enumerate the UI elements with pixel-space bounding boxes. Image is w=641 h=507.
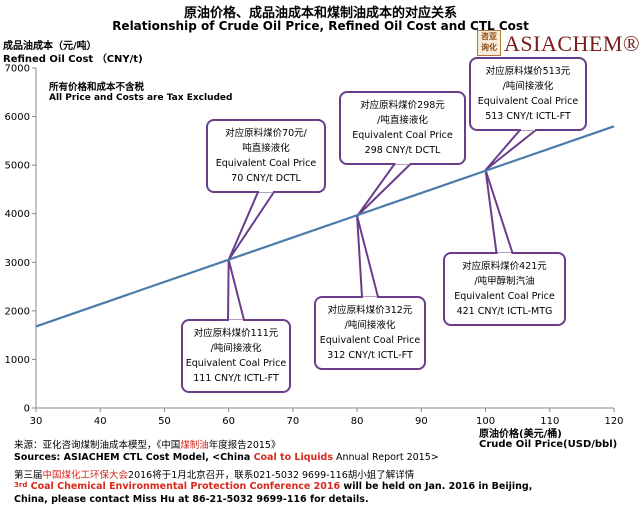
x-tick-label: 80 [351,416,364,427]
x-axis-label-en: Crude Oil Price(USD/bbl) [479,439,618,450]
callout-text-line: 421 CNY/t ICTL-MTG [457,306,553,317]
y-tick-label: 1000 [5,355,30,366]
y-tick-label: 6000 [5,112,30,123]
callout-text-line: 312 CNY/t ICTL-FT [327,350,413,361]
callout-pointer [227,191,275,261]
x-axis-label-cn: 原油价格(美元/桶) [479,429,562,440]
annotations-layer: 对应原料煤价70元/吨直接液化 Equivalent Coal Price 70 C… [181,57,587,393]
y-axis-label-en: Refined Oil Cost （CNY/t) [3,54,143,65]
callout-text-line: 对应原料煤价421元 [462,260,547,272]
callout-seam [521,128,535,131]
y-axis-label-cn: 成品油成本（元/吨） [3,41,97,52]
callout-pointer [484,169,514,254]
plot-layer: 0 1000 2000 3000 4000 5000 6000 7000 30 40 50 60 70 8… [5,64,624,428]
callout-text-line: /吨间接液化 [211,342,262,354]
callout-text-line: Equivalent Coal Price [320,335,421,346]
callout-text-line: Equivalent Coal Price [186,358,287,369]
logo-wordmark: ASIACHEM® [504,31,641,56]
callout-seam [229,319,243,322]
callout-text-line: Equivalent Coal Price [352,130,453,141]
x-tick-label: 120 [604,416,623,427]
tax-note-cn: 所有价格和成本不含税 [49,82,145,93]
callout-text-line: Equivalent Coal Price [478,96,579,107]
x-tick-label: 50 [158,416,171,427]
source-line-1: 来源：亚化咨询煤制油成本模型，《中国煤制油年度报告2015》 [14,440,281,451]
callout-pointer [356,215,379,298]
callout-pointer [484,129,537,171]
callout-text-line: 111 CNY/t ICTL-FT [193,373,279,384]
callout-text-line: /吨直接液化 [377,114,428,126]
x-tick-label: 70 [287,416,300,427]
x-tick-label: 60 [222,416,235,427]
callout-text-line: 对应原料煤价312元 [328,304,413,316]
x-tick-label: 110 [540,416,559,427]
contact-line-en: China, please contact Miss Hu at 86-21-5… [14,494,369,505]
callout-text-line: 对应原料煤价513元 [486,65,571,77]
crude-oil-cost-line [35,125,615,328]
chart-title-en: Relationship of Crude Oil Price, Refined… [112,19,529,33]
asiachem-logo: 咨亚询化 ASIACHEM® [477,30,640,56]
x-tick-label: 40 [94,416,107,427]
source-line-2: Sources: ASIACHEM CTL Cost Model, <China… [14,452,439,463]
callout-seam [363,296,377,299]
y-tick-label: 3000 [5,258,30,269]
callout-text-line: Equivalent Coal Price [216,158,317,169]
callout-text-line: 对应原料煤价298元 [360,99,445,111]
y-tick-label: 4000 [5,209,30,220]
conference-line-cn: 第三届中国煤化工环保大会2016将于1月北京召开，联系021-5032 9699… [14,470,415,481]
x-tick-label: 100 [476,416,495,427]
callout-text-line: /吨甲醇制汽油 [474,275,534,287]
callout-seam [259,190,273,193]
callout-text-line: 513 CNY/t ICTL-FT [485,111,571,122]
x-tick-label: 30 [30,416,43,427]
callout-text-line: 对应原料煤价70元/ [225,127,308,139]
callout-text-line: 吨直接液化 [242,142,290,154]
y-tick-label: 0 [24,404,30,415]
callout-text-line: 对应原料煤价111元 [194,327,279,339]
callout-text-line: 298 CNY/t DCTL [365,145,441,156]
callout-text-line: /吨间接液化 [503,80,554,92]
callout-seam [395,162,410,165]
tax-note-en: All Price and Costs are Tax Excluded [49,93,233,103]
y-tick-label: 5000 [5,161,30,172]
x-tick-label: 90 [415,416,428,427]
y-tick-label: 2000 [5,306,30,317]
callout-pointer [227,258,245,321]
conference-line-en: 3rd Coal Chemical Environmental Protecti… [14,481,533,492]
callout-text-line: 70 CNY/t DCTL [231,173,301,184]
callout-pointer [356,163,412,218]
callout-text-line: /吨间接液化 [345,319,396,331]
callout-text-line: Equivalent Coal Price [454,291,555,302]
chart-title-cn: 原油价格、成品油成本和煤制油成本的对应关系 [183,6,457,21]
callout-seam [497,252,512,255]
logo-seal-icon: 咨亚询化 [477,30,501,56]
y-tick-label: 7000 [5,64,30,75]
